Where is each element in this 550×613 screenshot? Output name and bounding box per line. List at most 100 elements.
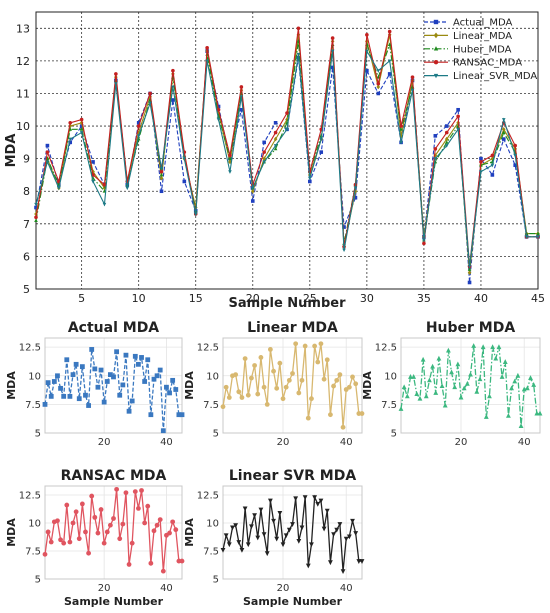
main-data-point <box>399 140 403 145</box>
main-data-point <box>513 163 517 167</box>
subplot-data-point <box>86 550 91 556</box>
subplot-data-point <box>48 393 54 399</box>
subplot-data-point <box>305 415 311 421</box>
subplot-data-point <box>293 496 299 502</box>
main-plot-area <box>36 12 538 289</box>
subplot-data-point <box>309 542 314 548</box>
subplot-data-point <box>120 382 126 388</box>
legend-label: Actual_MDA <box>453 18 512 29</box>
main-data-point <box>91 160 95 164</box>
main-data-point <box>239 85 244 89</box>
subplot-data-point <box>51 379 57 384</box>
subplot-data-point <box>233 523 239 529</box>
subplot-data-point <box>61 393 67 399</box>
main-data-point <box>342 225 346 229</box>
subplot-data-point <box>111 516 116 521</box>
subplot-data-point <box>423 393 429 399</box>
main-data-point <box>513 143 517 148</box>
subplot-data-point <box>264 401 270 407</box>
subplot-y-tick-label: 5 <box>391 429 397 440</box>
subplot-data-point <box>233 372 239 378</box>
subplot-data-point <box>58 385 63 391</box>
subplot-data-point <box>480 344 486 350</box>
main-data-point <box>125 186 130 191</box>
subplot-data-point <box>506 412 511 418</box>
subplot-y-tick-label: 10 <box>206 518 219 529</box>
subplot-data-point <box>518 423 524 429</box>
main-data-point <box>444 124 449 128</box>
subplot-data-point <box>296 390 302 396</box>
subplot-y-tick-label: 12.5 <box>375 343 397 354</box>
subplot-y-tick-label: 7.5 <box>203 400 219 411</box>
main-data-point <box>387 42 392 47</box>
main-data-point <box>422 238 426 243</box>
subplot-x-tick-label: 40 <box>340 437 353 448</box>
subplot-data-point <box>398 406 404 411</box>
subplot-data-point <box>58 537 63 543</box>
subplot-data-point <box>104 529 110 535</box>
main-y-tick-label: 12 <box>16 55 30 68</box>
subplot-data-point <box>267 498 273 504</box>
main-x-tick-label: 10 <box>132 292 146 305</box>
main-y-tick-label: 9 <box>23 153 30 166</box>
subplot-data-point <box>129 398 135 404</box>
legend-label: RANSAC_MDA <box>453 58 522 69</box>
subplot-data-point <box>512 378 518 384</box>
main-data-point <box>479 160 483 164</box>
subplot-data-point <box>92 366 98 372</box>
main-data-point <box>34 211 38 217</box>
main-data-point <box>68 140 73 145</box>
subplot-data-point <box>45 380 51 386</box>
subplot-data-point <box>67 539 73 545</box>
subplot-data-point <box>474 388 480 394</box>
subplot-data-point <box>107 522 113 528</box>
subplot-data-point <box>411 374 417 379</box>
main-data-point <box>136 134 141 138</box>
main-data-point <box>501 126 506 132</box>
subplot-data-point <box>318 498 324 504</box>
main-data-point <box>79 124 84 128</box>
subplot-y-tick-label: 7.5 <box>25 546 41 557</box>
main-data-point <box>102 182 107 187</box>
main-y-tick-label: 11 <box>16 87 30 100</box>
main-data-point <box>262 140 266 145</box>
main-data-point <box>353 188 358 194</box>
subplot-data-point <box>299 525 305 531</box>
main-data-point <box>308 176 312 181</box>
main-plot-frame <box>35 11 539 290</box>
main-y-tick-label: 6 <box>23 250 30 263</box>
subplot-data-point <box>48 539 54 545</box>
main-data-point <box>433 147 438 151</box>
subplot-data-point <box>245 392 251 398</box>
subplot-data-point <box>337 522 343 527</box>
main-x-tick-label: 45 <box>531 292 545 305</box>
main-data-point <box>45 160 50 165</box>
subplot-data-point <box>531 382 537 387</box>
subplot-data-point <box>534 410 540 416</box>
subplot-data-point <box>337 372 343 378</box>
main-data-point <box>79 131 84 135</box>
subplot-data-point <box>252 363 257 368</box>
subplot-data-point <box>136 506 141 511</box>
subplot-data-point <box>64 357 70 363</box>
main-data-point <box>79 127 84 131</box>
main-data-point <box>467 270 472 276</box>
subplot-data-point <box>157 367 163 373</box>
main-data-point <box>273 144 278 148</box>
main-data-point <box>262 160 266 165</box>
subplot-data-point <box>312 343 318 349</box>
subplot-data-point <box>509 385 514 391</box>
subplot-title: Actual MDA <box>68 320 159 336</box>
subplot-data-point <box>220 404 226 410</box>
subplot-x-axis-label: Sample Number <box>64 595 164 608</box>
subplot-data-point <box>89 493 95 499</box>
subplot-data-point <box>286 527 292 533</box>
main-data-point <box>387 29 392 34</box>
main-data-point <box>148 101 152 106</box>
subplot-data-point <box>126 562 132 567</box>
main-data-point <box>136 124 141 128</box>
main-data-point <box>536 231 540 236</box>
subplot-data-point <box>61 540 67 546</box>
subplot-y-tick-label: 5 <box>213 575 219 586</box>
